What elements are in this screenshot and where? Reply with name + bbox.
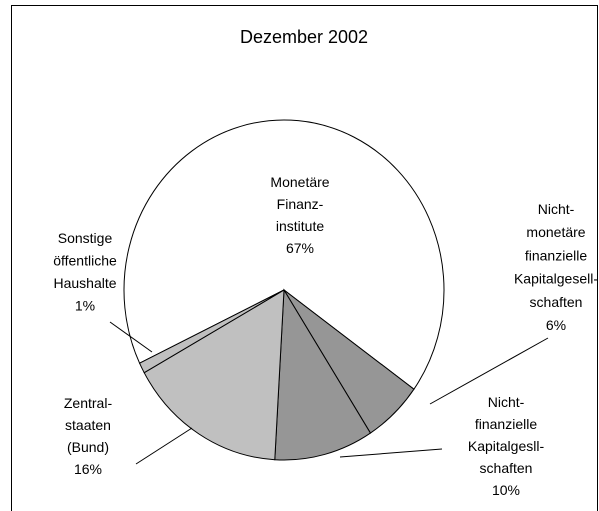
slice-value-label: 67% (286, 240, 314, 256)
pie-slice (143, 289, 285, 461)
slice-label-line: Nicht- (538, 201, 575, 217)
slice-label-line: Zentral- (64, 395, 113, 411)
leader-line (109, 321, 153, 353)
slice-label: Sonstige öffentliche Haushalte 1% (53, 230, 117, 314)
slice-value-label: 10% (492, 482, 520, 498)
slice-label: Zentral-staaten (Bund) 16% (64, 395, 113, 477)
slice-label-line: staaten (65, 417, 111, 433)
slice-value-label: 1% (75, 297, 95, 313)
slice-label-line: Sonstige (58, 230, 113, 246)
slice-label: Nicht-monetäre finanzielle Kapitalgesell-s… (514, 201, 598, 333)
pie-slice (274, 288, 372, 461)
leader-line (135, 427, 193, 465)
slice-label-line: monetäre (526, 224, 585, 240)
slice-label-line: institute (276, 218, 324, 234)
slice-label-line: Nicht- (488, 394, 525, 410)
slice-label-line: finanzielle (525, 247, 587, 263)
slice-value-label: 16% (74, 461, 102, 477)
pie-slice (138, 289, 285, 374)
chart-title: Dezember 2002 (240, 27, 368, 47)
slice-label-line: Haushalte (53, 275, 116, 291)
slice-label-line: Finanz- (277, 196, 324, 212)
chart-border (11, 5, 598, 511)
slice-label-line: schaften (480, 460, 533, 476)
pie-slice (123, 119, 445, 390)
slice-label-line: Monetäre (270, 174, 329, 190)
slice-label: Monetäre Finanz-institute 67% (270, 174, 329, 256)
slice-label-line: finanzielle (475, 416, 537, 432)
leader-line (339, 448, 443, 458)
slice-label: Nicht-finanzielle Kapitalgesll-schaften 10… (468, 394, 545, 498)
slice-value-label: 6% (546, 317, 566, 333)
slice-label-line: schaften (530, 294, 583, 310)
leader-line (429, 337, 549, 405)
slice-label-line: öffentliche (53, 252, 117, 268)
slice-label-line: Kapitalgesll- (468, 438, 545, 454)
slice-label-line: (Bund) (67, 439, 109, 455)
slice-label-line: Kapitalgesell- (514, 270, 598, 286)
